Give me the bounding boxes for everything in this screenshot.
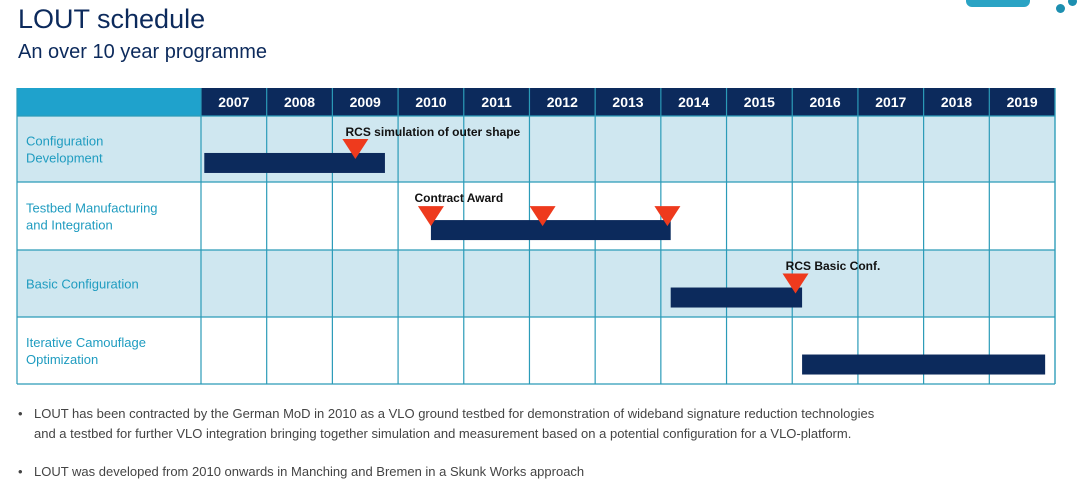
page-subtitle: An over 10 year programme (18, 41, 268, 63)
row-label: and Integration (26, 218, 113, 233)
row-label: Iterative Camouflage (26, 335, 146, 350)
briefing-logo (966, 0, 1030, 7)
schedule-bar (204, 152, 385, 173)
row-background (17, 250, 1055, 317)
year-tick-label: 2018 (941, 94, 972, 110)
year-tick-label: 2008 (284, 94, 315, 110)
year-tick-label: 2015 (744, 94, 775, 110)
bullet-item: LOUT was developed from 2010 onwards in … (18, 462, 874, 482)
bullet-line: and a testbed for further VLO integratio… (34, 426, 852, 441)
milestone-marker (529, 206, 556, 227)
schedule-bar (670, 287, 803, 308)
year-tick-label: 2017 (875, 94, 906, 110)
bullet-line: LOUT has been contracted by the German M… (34, 406, 875, 421)
page-title: LOUT schedule (18, 4, 206, 34)
header-label-cell (17, 88, 201, 116)
logo-dot-icon (1068, 0, 1077, 6)
schedule-bar (802, 354, 1046, 375)
year-tick-label: 2011 (481, 94, 512, 110)
bullet-item: LOUT has been contracted by the German M… (18, 404, 874, 444)
row-background (17, 116, 1055, 182)
row-label: Configuration (26, 134, 103, 149)
gantt-chart: 2007 2008 2009 2010 2011 2012 2013 2014 2015 2016… (16, 88, 1056, 385)
year-tick-label: 2014 (678, 94, 709, 110)
year-tick-label: 2016 (809, 94, 840, 110)
milestone-marker (654, 206, 681, 227)
header-year-band (201, 88, 1055, 116)
year-tick-label: 2007 (218, 94, 249, 110)
schedule-bar (430, 220, 671, 241)
bullet-line: LOUT was developed from 2010 onwards in … (34, 464, 585, 479)
year-tick-label: 2009 (350, 94, 381, 110)
year-tick-label: 2019 (1007, 94, 1038, 110)
row-label: Basic Configuration (26, 277, 139, 292)
year-tick-label: 2012 (547, 94, 578, 110)
milestone-annotation: Contract Award (415, 191, 504, 205)
row-label: Development (26, 151, 103, 166)
logo-dot-icon (1056, 4, 1065, 13)
milestone-annotation: RCS Basic Conf. (786, 259, 881, 273)
milestone-annotation: RCS simulation of outer shape (346, 125, 521, 139)
year-tick-label: 2010 (415, 94, 446, 110)
milestone-marker (417, 206, 444, 227)
milestone-marker (342, 138, 369, 159)
year-tick-label: 2013 (612, 94, 643, 110)
milestone-marker (782, 273, 809, 294)
row-label: Testbed Manufacturing (26, 201, 158, 216)
bullet-list: LOUT has been contracted by the German M… (18, 404, 874, 500)
row-label: Optimization (26, 352, 98, 367)
